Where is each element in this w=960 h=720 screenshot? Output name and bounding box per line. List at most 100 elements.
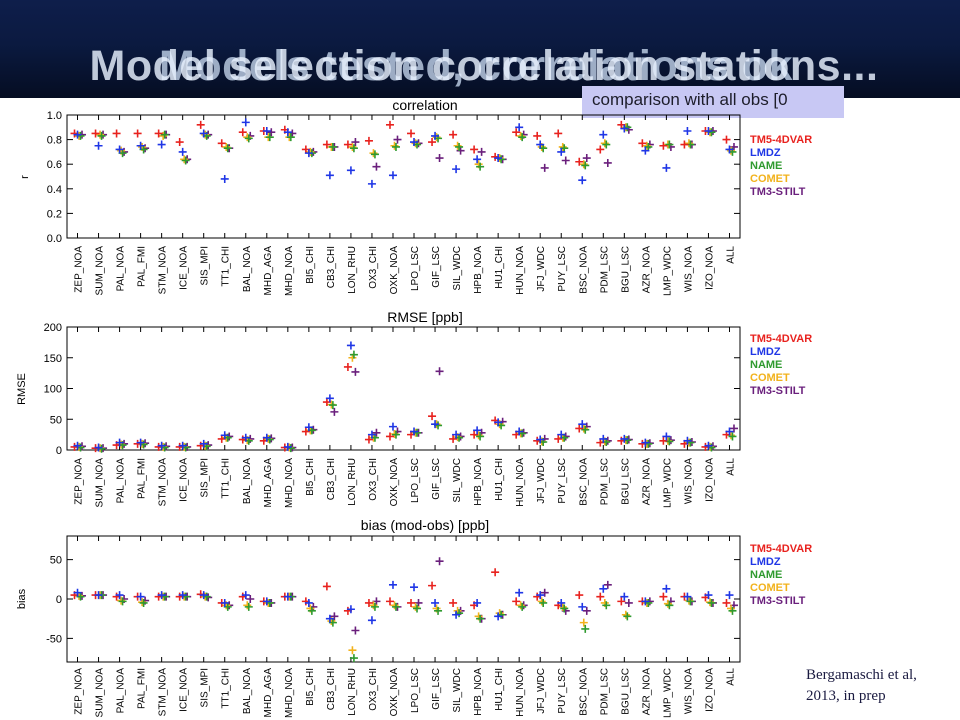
- data-point-tm5-4dvar: [659, 141, 668, 150]
- data-point-tm5-4dvar: [343, 140, 352, 149]
- data-point-lmdz: [704, 126, 713, 135]
- legend-entry: LMDZ: [750, 147, 781, 159]
- data-point-lmdz: [283, 128, 292, 137]
- plot-frame: [66, 535, 741, 663]
- plot-frame: [66, 326, 741, 451]
- data-point-tm5-4dvar: [385, 597, 394, 606]
- data-point-comet: [411, 139, 420, 148]
- data-point-lmdz: [473, 155, 482, 164]
- x-tick-label: HPB_NOA: [473, 668, 484, 716]
- x-tick-label: STM_NOA: [158, 458, 169, 507]
- data-point-name: [160, 130, 169, 139]
- data-point-tm5-4dvar: [575, 591, 584, 600]
- x-tick-label: SIL_WDC: [452, 668, 463, 712]
- data-point-lmdz: [283, 592, 292, 601]
- x-tick-label: PAL_NOA: [116, 458, 127, 504]
- data-point-lmdz: [704, 591, 713, 600]
- data-point-tm5-4dvar: [596, 145, 605, 154]
- data-point-tm3-stilt: [372, 428, 381, 437]
- x-tick-label: LON_RHU: [347, 458, 358, 506]
- data-point-lmdz: [283, 442, 292, 451]
- data-point-tm3-stilt: [603, 580, 612, 589]
- data-point-tm5-4dvar: [449, 434, 458, 443]
- data-point-lmdz: [641, 146, 650, 155]
- data-point-name: [307, 606, 316, 615]
- x-tick-label: LPO_LSC: [410, 246, 421, 291]
- data-point-comet: [243, 133, 252, 142]
- data-point-lmdz: [683, 126, 692, 135]
- data-point-tm5-4dvar: [175, 138, 184, 147]
- data-point-name: [244, 134, 253, 143]
- x-tick-label: HUN_NOA: [515, 668, 526, 717]
- x-tick-label: BGU_LSC: [620, 246, 631, 293]
- data-point-lmdz: [157, 140, 166, 149]
- x-tick-label: SIL_WDC: [452, 458, 463, 502]
- data-point-tm5-4dvar: [470, 430, 479, 439]
- data-point-tm3-stilt: [729, 424, 738, 433]
- x-tick-label: LPO_LSC: [410, 458, 421, 503]
- data-point-comet: [579, 160, 588, 169]
- data-point-tm3-stilt: [456, 146, 465, 155]
- data-point-name: [181, 156, 190, 165]
- data-point-comet: [390, 601, 399, 610]
- data-point-name: [518, 133, 527, 142]
- data-point-lmdz: [494, 612, 503, 621]
- data-point-tm5-4dvar: [196, 120, 205, 129]
- data-point-tm3-stilt: [267, 128, 276, 137]
- data-point-lmdz: [725, 427, 734, 436]
- data-point-lmdz: [136, 438, 145, 447]
- data-point-name: [391, 142, 400, 151]
- data-point-lmdz: [557, 598, 566, 607]
- data-point-lmdz: [73, 441, 82, 450]
- data-point-lmdz: [620, 434, 629, 443]
- data-point-tm5-4dvar: [449, 130, 458, 139]
- data-point-lmdz: [178, 591, 187, 600]
- legend-entry: TM3-STILT: [750, 186, 806, 198]
- data-point-name: [370, 150, 379, 159]
- data-point-lmdz: [683, 436, 692, 445]
- data-point-comet: [411, 602, 420, 611]
- data-point-lmdz: [115, 145, 124, 154]
- x-tick-label: LMP_WDC: [662, 246, 673, 296]
- x-tick-label: HPB_NOA: [473, 458, 484, 506]
- plot-frame: [66, 114, 741, 239]
- data-point-tm5-4dvar: [575, 157, 584, 166]
- legend-entry: LMDZ: [750, 556, 781, 568]
- data-point-comet: [684, 139, 693, 148]
- data-point-name: [581, 624, 590, 633]
- data-point-lmdz: [325, 394, 334, 403]
- data-point-lmdz: [410, 583, 419, 592]
- x-tick-label: MHD_NOA: [284, 458, 295, 508]
- data-point-tm5-4dvar: [575, 424, 584, 433]
- x-tick-label: PAL_FMI: [137, 458, 148, 499]
- legend-entry: TM3-STILT: [750, 385, 806, 397]
- data-point-lmdz: [262, 433, 271, 442]
- data-point-tm3-stilt: [351, 138, 360, 147]
- data-point-tm3-stilt: [582, 154, 591, 163]
- data-point-tm3-stilt: [582, 606, 591, 615]
- x-tick-label: GIF_LSC: [431, 668, 442, 710]
- data-point-comet: [96, 130, 105, 139]
- x-tick-label: LON_RHU: [347, 246, 358, 294]
- data-point-lmdz: [178, 147, 187, 156]
- data-point-comet: [180, 155, 189, 164]
- data-point-lmdz: [515, 427, 524, 436]
- data-point-lmdz: [431, 420, 440, 429]
- data-point-name: [476, 162, 485, 171]
- x-tick-label: BAL_NOA: [242, 246, 253, 292]
- data-point-lmdz: [199, 129, 208, 138]
- data-point-name: [476, 432, 485, 441]
- x-tick-label: JFJ_WDC: [536, 668, 547, 714]
- data-point-tm3-stilt: [540, 588, 549, 597]
- data-point-tm3-stilt: [330, 612, 339, 621]
- x-tick-label: BI5_CHI: [305, 246, 316, 284]
- x-tick-label: HU1_CHI: [494, 668, 505, 711]
- x-tick-label: HUN_NOA: [515, 246, 526, 295]
- data-point-tm5-4dvar: [217, 139, 226, 148]
- data-point-lmdz: [641, 438, 650, 447]
- data-point-tm3-stilt: [624, 598, 633, 607]
- data-point-comet: [369, 601, 378, 610]
- data-point-lmdz: [515, 588, 524, 597]
- data-point-lmdz: [94, 591, 103, 600]
